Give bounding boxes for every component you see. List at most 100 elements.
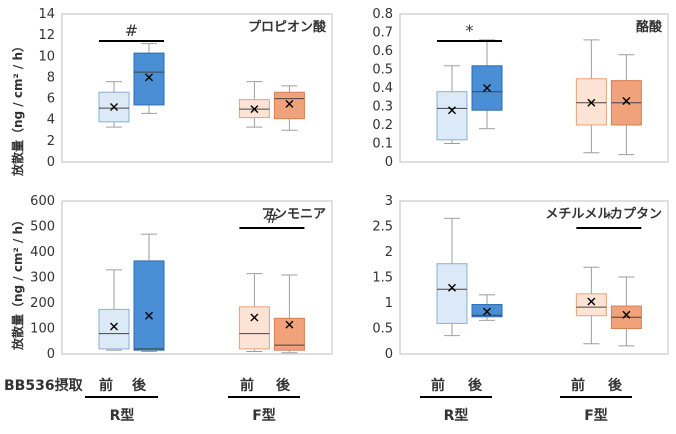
mean-marker — [285, 99, 294, 108]
y-tick-label: 0 — [47, 155, 55, 170]
right-r-type-label: R型 — [444, 407, 469, 424]
left-r-type-label: R型 — [110, 407, 135, 424]
right-r-after-label: 後 — [468, 377, 483, 394]
right-f-after-label: 後 — [608, 377, 623, 394]
chart-title: プロピオン酸 — [248, 19, 327, 35]
box-3 — [238, 273, 270, 352]
y-axis-label-bottom: 放散量（ng / cm² / h） — [10, 214, 25, 351]
chart-title: メチルメルカプタン — [545, 207, 662, 222]
chart-title: 酪酸 — [636, 19, 663, 35]
y-tick-label: 0.3 — [372, 100, 393, 115]
mean-marker — [622, 310, 631, 319]
plot-frame — [399, 200, 669, 355]
box-2 — [133, 43, 165, 114]
mean-marker — [622, 96, 631, 105]
y-tick-label: 8 — [47, 70, 55, 85]
box-1 — [436, 217, 468, 337]
left-f-before-label: 前 — [240, 377, 254, 394]
right-f-before-label: 前 — [571, 377, 585, 394]
y-tick-label: 0 — [385, 155, 393, 170]
y-tick-label: 2 — [47, 134, 55, 149]
box-body — [133, 260, 165, 351]
box-body — [98, 308, 130, 350]
chart-panel-4: 0 0.5 1 1.5 2 2.5 3 メチルメルカプタン* — [372, 194, 669, 362]
y-tick-label: 4 — [47, 113, 55, 128]
y-tick-label: 14 — [38, 7, 55, 22]
y-tick-label: 0.7 — [372, 26, 393, 41]
box-3 — [575, 39, 607, 154]
mean-marker — [250, 313, 259, 322]
intake-group-label: BB536摂取 — [4, 377, 84, 394]
chart-panel-2: 0 0.1 0.2 0.3 0.4 0.5 0.6 0.7 0.8 酪酸 * — [372, 7, 669, 170]
y-tick-label: 1.5 — [372, 271, 393, 286]
significance-mark: * — [466, 21, 474, 40]
y-tick-label: 1 — [385, 296, 393, 311]
y-tick-label: 0.5 — [372, 322, 393, 337]
mean-marker — [483, 84, 491, 92]
mean-marker — [448, 106, 456, 115]
y-tick-label: 6 — [47, 92, 55, 107]
box-body — [471, 304, 503, 318]
box-4 — [273, 274, 305, 354]
plot-frame — [399, 13, 669, 163]
y-tick-label: 100 — [30, 322, 55, 337]
significance-mark: # — [265, 208, 278, 227]
significance-mark: * — [605, 208, 613, 227]
mean-marker — [145, 73, 153, 82]
y-tick-label: 0.5 — [372, 63, 393, 78]
y-tick-label: 0.6 — [372, 44, 393, 59]
left-r-before-label: 前 — [99, 377, 113, 394]
box-4 — [273, 85, 305, 131]
y-tick-label: 0 — [385, 347, 393, 362]
box-3 — [575, 266, 607, 345]
mean-marker — [483, 307, 491, 316]
y-tick-label: 0.4 — [372, 81, 393, 96]
chart-panel-3: 0 100 200 300 400 500 600 アンモニア# — [30, 194, 333, 362]
y-tick-label: 0.1 — [372, 137, 393, 152]
box-body — [273, 91, 305, 120]
right-r-before-label: 前 — [431, 377, 445, 394]
mean-marker — [110, 322, 118, 331]
y-tick-label: 0 — [47, 347, 55, 362]
box-body — [575, 293, 607, 317]
y-tick-label: 3 — [385, 194, 393, 209]
mean-marker — [145, 311, 153, 320]
box-4 — [610, 54, 642, 156]
y-tick-label: 2.5 — [372, 220, 393, 235]
chart-panels: 02468101214プロピオン酸#00.10.20.30.40.50.60.7… — [30, 7, 669, 362]
y-axis-label-top: 放散量（ng / cm² / h） — [10, 40, 25, 177]
significance-mark: # — [125, 21, 138, 40]
left-f-after-label: 後 — [276, 377, 291, 394]
y-tick-label: 400 — [30, 245, 55, 260]
box-2 — [471, 294, 503, 321]
plot-frame — [61, 200, 333, 355]
mean-marker — [448, 283, 456, 292]
mean-marker — [285, 320, 294, 329]
chart-panel-1: 0 2 4 6 8 10 12 14 プロピオン酸 # — [38, 7, 333, 170]
y-tick-label: 300 — [30, 271, 55, 286]
left-r-after-label: 後 — [132, 377, 147, 394]
plot-frame — [61, 13, 333, 163]
mean-marker — [587, 297, 596, 306]
box-4 — [610, 276, 642, 347]
chart-title: アンモニア — [262, 207, 326, 222]
box-body — [133, 52, 165, 106]
box-body — [436, 91, 468, 141]
box-1 — [98, 81, 130, 128]
y-tick-label: 2 — [385, 245, 393, 260]
box-3 — [238, 81, 270, 128]
box-1 — [98, 269, 130, 351]
y-tick-label: 12 — [38, 28, 55, 43]
box-body — [436, 263, 468, 324]
box-body — [238, 306, 270, 350]
box-2 — [471, 39, 503, 130]
y-tick-label: 0.8 — [372, 7, 393, 22]
right-f-type-label: F型 — [584, 407, 608, 424]
left-f-type-label: F型 — [252, 407, 276, 424]
box-1 — [436, 65, 468, 144]
mean-marker — [250, 105, 259, 114]
y-tick-label: 0.2 — [372, 118, 393, 133]
y-tick-label: 200 — [30, 296, 55, 311]
y-tick-label: 500 — [30, 220, 55, 235]
